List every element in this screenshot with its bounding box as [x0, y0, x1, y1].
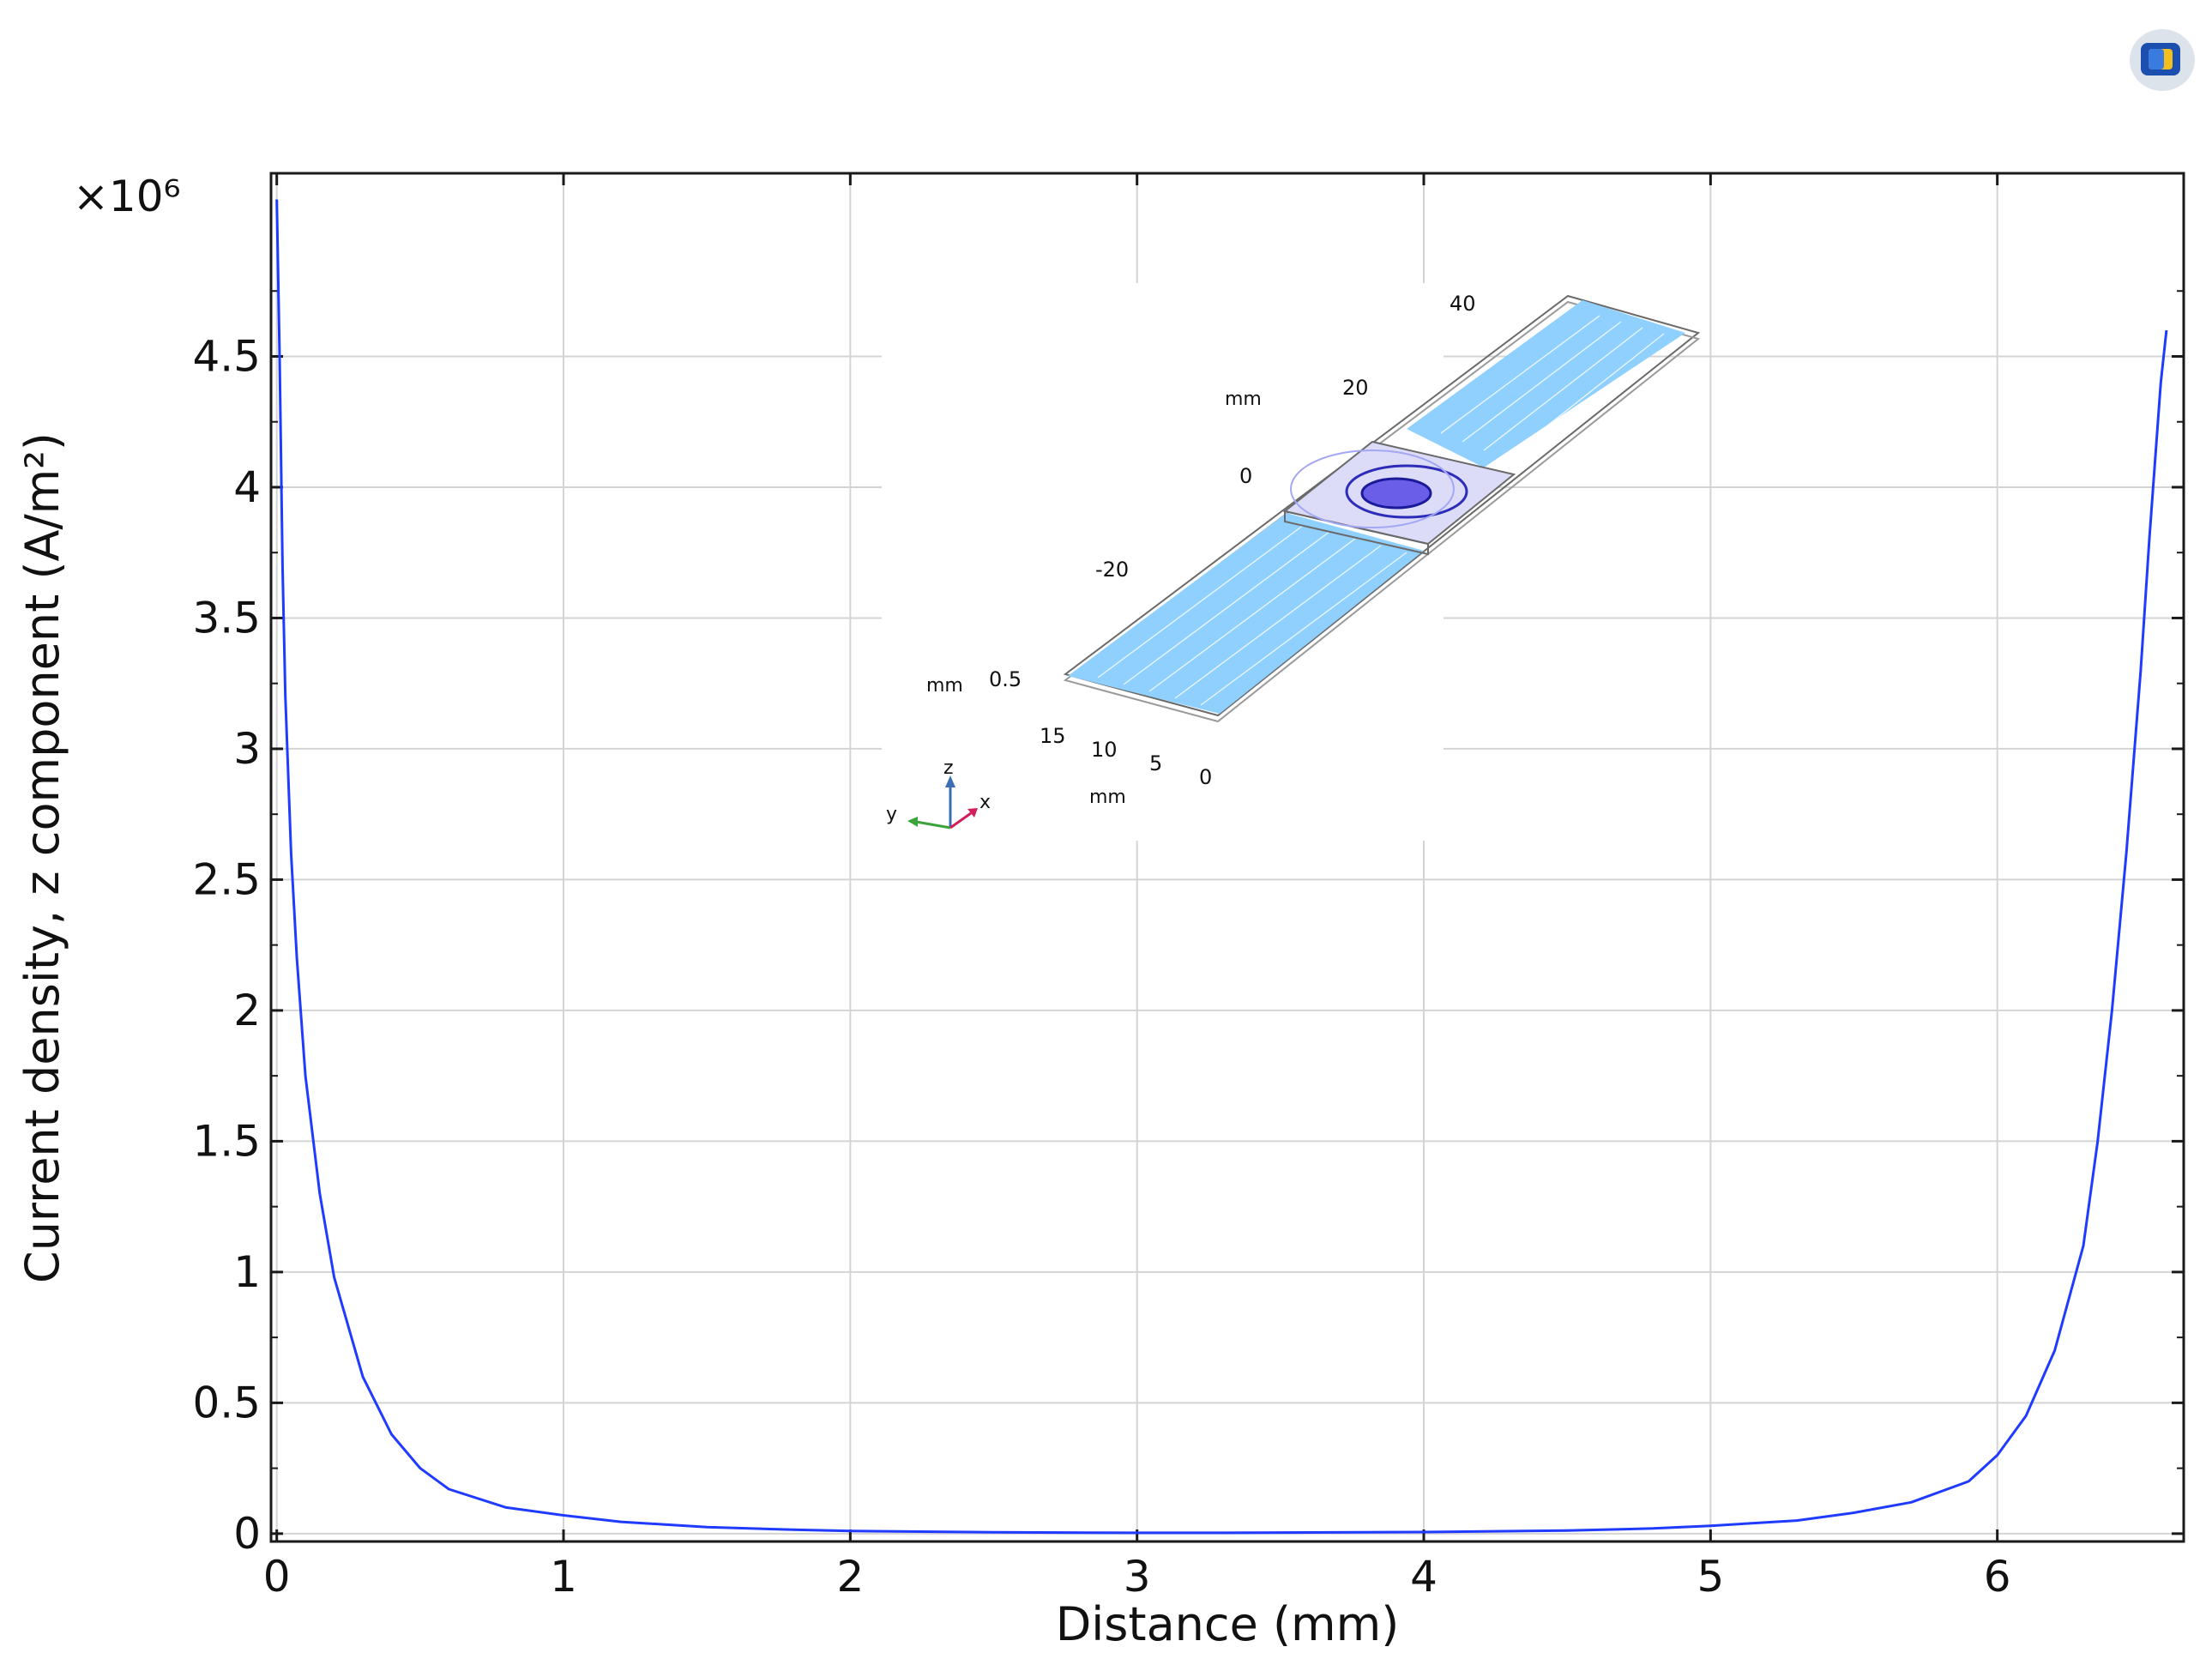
- x-tick-label: 5: [1697, 1552, 1724, 1602]
- inset-z-number: 0.5: [989, 667, 1022, 691]
- inset-x-number-neg20: -20: [1095, 558, 1129, 582]
- inset-x-number-0: 0: [1239, 464, 1252, 488]
- inset-via-ellipse-outer: [1345, 464, 1468, 519]
- plot-frame: [269, 172, 2185, 1543]
- inset-x-number-20: 20: [1342, 376, 1369, 400]
- tick-labels: 0 1 2 3 4 5 6 0 0.5 1 1.5 2 2.5 3 3.5 4 4.5: [192, 331, 2010, 1602]
- inset-strip-outline: [1063, 294, 1701, 717]
- y-tick-label: 3.5: [192, 593, 261, 642]
- inset-y-number-5: 5: [1149, 751, 1162, 775]
- x-axis-label: Distance (mm): [1056, 1597, 1400, 1651]
- y-tick-label: 3: [233, 724, 261, 774]
- inset-strip-outline-bottom: [1063, 300, 1701, 723]
- inset-unit-y: mm: [1089, 787, 1126, 808]
- inset-3d-view: 40 20 0 -20 mm 0.5 mm 15 10 5 0 mm z y x: [882, 283, 1701, 841]
- inset-strip-fill-upper: [1407, 300, 1685, 468]
- inset-y-number-0: 0: [1199, 765, 1212, 789]
- x-tick-label: 2: [836, 1552, 864, 1602]
- y-axis-label: Current density, z component (A/m²): [15, 432, 69, 1283]
- inset-y-number-10: 10: [1091, 738, 1118, 762]
- inset-x-number-40: 40: [1450, 292, 1476, 316]
- triad-z-label: z: [943, 757, 954, 779]
- inset-unit-x: mm: [1225, 389, 1262, 410]
- inset-stream-lines: [1097, 315, 1665, 706]
- y-tick-label: 4.5: [192, 331, 261, 381]
- inset-overlap-box-side: [1284, 510, 1429, 556]
- x-tick-label: 4: [1410, 1552, 1437, 1602]
- inset-y-number-15: 15: [1040, 724, 1066, 748]
- inset-strip-fill-lower: [1068, 513, 1424, 714]
- y-tick-label: 4: [233, 462, 261, 512]
- y-tick-label: 1.5: [192, 1116, 261, 1166]
- x-tick-label: 6: [1984, 1552, 2011, 1602]
- inset-via-ellipse-inner: [1360, 477, 1432, 510]
- triad-y-label: y: [886, 804, 897, 825]
- y-multiplier: ×10⁶: [73, 172, 181, 221]
- triad-x-label: x: [979, 792, 991, 813]
- axis-triad-icon: z y x: [886, 757, 991, 830]
- y-tick-label: 0: [233, 1509, 261, 1559]
- inset-via-ellipse-mid: [1290, 449, 1455, 528]
- x-tick-label: 3: [1124, 1552, 1151, 1602]
- inset-unit-z: mm: [926, 675, 963, 697]
- y-tick-label: 0.5: [192, 1378, 261, 1427]
- comsol-logo-icon: [2130, 29, 2195, 91]
- series-layer: [275, 199, 2168, 1535]
- y-tick-label: 1: [233, 1247, 261, 1297]
- y-tick-label: 2: [233, 986, 261, 1035]
- y-tick-label: 2.5: [192, 854, 261, 904]
- x-tick-label: 1: [550, 1552, 577, 1602]
- series-line-0: [275, 199, 2168, 1535]
- x-tick-label: 0: [263, 1552, 291, 1602]
